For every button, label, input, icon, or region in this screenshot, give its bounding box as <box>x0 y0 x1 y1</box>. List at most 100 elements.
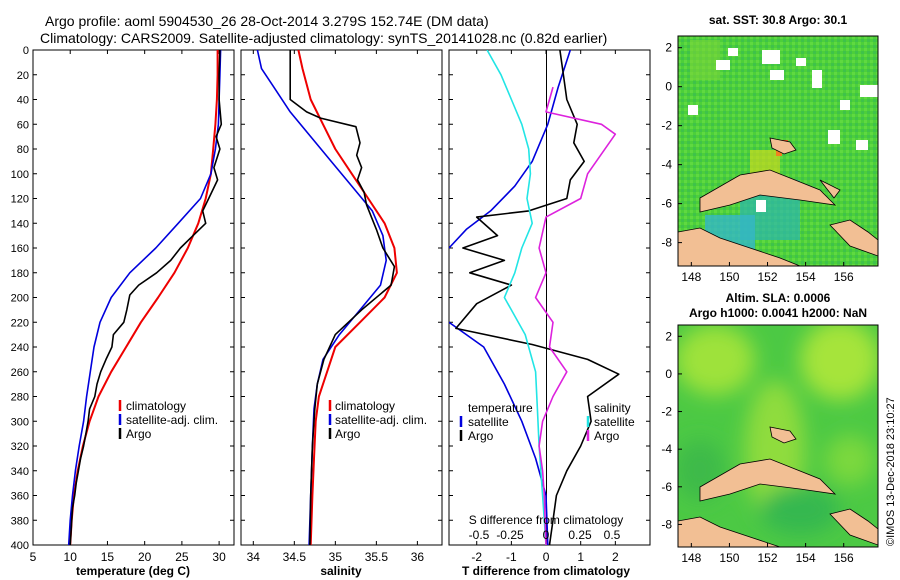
map-lat-label: -2 <box>661 119 672 133</box>
sla-map-axis-ticks: 148 150 152 154 156 2 0 -2 -4 -6 -8 <box>661 329 854 565</box>
depth-tick-label: 160 <box>11 243 29 255</box>
map-lon-label: 150 <box>719 551 739 565</box>
map-lon-label: 148 <box>681 270 701 284</box>
sla-map-title-line1: Altim. SLA: 0.0006 <box>726 291 831 305</box>
map-lat-label: 2 <box>665 329 672 343</box>
x-tick-label: 35 <box>329 550 343 564</box>
legend-label-argo: Argo <box>335 427 361 441</box>
difference-plot-frame <box>448 49 651 546</box>
depth-tick-label: 60 <box>17 119 29 131</box>
salinity-difference-tick-label: 0.5 <box>604 528 621 542</box>
series-line-climatology <box>297 50 398 545</box>
x-tick-label: 34.5 <box>283 550 307 564</box>
map-lon-label: 156 <box>834 270 854 284</box>
x-tick-label: 0 <box>543 550 550 564</box>
difference-series <box>449 50 620 545</box>
legend-title-temperature: temperature <box>468 401 533 415</box>
x-tick-label: 2 <box>612 550 619 564</box>
temperature-series <box>67 50 223 545</box>
map-lon-label: 154 <box>796 551 816 565</box>
series-line-temperature-satellite <box>449 50 572 249</box>
salinity-difference-tick-label: 0.25 <box>568 528 592 542</box>
salinity-axis-ticks: 34 34.5 35 35.5 36 <box>241 49 442 564</box>
temperature-plot-frame <box>32 49 235 546</box>
x-tick-label: -2 <box>471 550 482 564</box>
salinity-difference-tick-label: -0.5 <box>469 528 490 542</box>
depth-tick-label: 200 <box>11 293 29 305</box>
depth-axis-labels: 0 20 40 60 80 100 120 140 160 180 200 220 240 260 280 3… <box>11 45 29 552</box>
legend-label-temp-argo: Argo <box>468 429 494 443</box>
depth-tick-label: 0 <box>23 45 29 57</box>
temperature-legend: climatology satellite-adj. clim. Argo <box>118 399 218 441</box>
sla-map-image <box>678 325 878 547</box>
depth-tick-label: 380 <box>11 515 29 527</box>
depth-tick-label: 260 <box>11 367 29 379</box>
series-line-salinity-satellite <box>486 50 547 545</box>
series-line-temperature-argo <box>455 50 620 545</box>
map-lat-label: 0 <box>665 367 672 381</box>
series-line-argo <box>289 50 396 545</box>
x-tick-label: 34 <box>247 550 261 564</box>
legend-label-satellite: satellite-adj. clim. <box>126 413 218 427</box>
map-lat-label: -6 <box>661 480 672 494</box>
imos-watermark: ©IMOS 13-Dec-2018 23:10:27 <box>885 397 897 546</box>
x-tick-label: 25 <box>175 550 189 564</box>
depth-tick-label: 280 <box>11 392 29 404</box>
map-lat-label: 0 <box>665 80 672 94</box>
salinity-difference-ticks: -0.5 -0.25 0 0.25 0.5 <box>469 528 621 542</box>
depth-tick-label: 20 <box>17 70 29 82</box>
map-lon-label: 148 <box>681 551 701 565</box>
difference-xlabel: T difference from climatology <box>462 564 630 578</box>
x-tick-label: 36 <box>411 550 425 564</box>
difference-axis-ticks: -2 -1 0 1 2 <box>449 49 650 564</box>
figure-title-line2: Climatology: CARS2009. Satellite-adjuste… <box>40 30 607 46</box>
map-lat-label: -8 <box>661 517 672 531</box>
depth-tick-label: 300 <box>11 416 29 428</box>
sst-map-panel: sat. SST: 30.8 Argo: 30.1 <box>661 13 879 284</box>
salinity-difference-axis-title: S difference from climatology <box>469 513 624 527</box>
salinity-series <box>256 50 398 545</box>
x-tick-label: -1 <box>506 550 517 564</box>
salinity-plot-frame <box>240 49 443 546</box>
map-lat-label: -4 <box>661 158 672 172</box>
series-line-temperature-satellite-deep- <box>449 321 549 545</box>
map-lon-label: 152 <box>758 270 778 284</box>
legend-label-argo: Argo <box>126 427 152 441</box>
map-lat-label: -8 <box>661 236 672 250</box>
depth-tick-label: 120 <box>11 194 29 206</box>
depth-tick-label: 80 <box>17 144 29 156</box>
map-lat-label: -2 <box>661 405 672 419</box>
map-lon-label: 150 <box>719 270 739 284</box>
sst-map-image <box>678 36 878 266</box>
legend-label-temp-satellite: satellite <box>468 415 509 429</box>
map-lat-label: -4 <box>661 442 672 456</box>
map-lat-label: -6 <box>661 197 672 211</box>
x-tick-label: 20 <box>138 550 152 564</box>
depth-tick-label: 40 <box>17 95 29 107</box>
x-tick-label: 10 <box>64 550 78 564</box>
depth-tick-label: 400 <box>11 540 29 552</box>
x-tick-label: 5 <box>30 550 37 564</box>
x-tick-label: 1 <box>577 550 584 564</box>
salinity-difference-tick-label: 0 <box>543 528 550 542</box>
sst-map-axis-ticks: 148 150 152 154 156 2 0 -2 -4 -6 -8 <box>661 41 854 284</box>
temperature-panel: 5 10 15 20 25 30 climatology satellite-adj. c… <box>30 49 235 578</box>
depth-tick-label: 320 <box>11 441 29 453</box>
depth-tick-label: 340 <box>11 466 29 478</box>
depth-tick-label: 180 <box>11 268 29 280</box>
sst-map-title: sat. SST: 30.8 Argo: 30.1 <box>709 13 848 27</box>
sla-map-title-line2: Argo h1000: 0.0041 h2000: NaN <box>689 306 867 320</box>
depth-tick-label: 220 <box>11 317 29 329</box>
depth-tick-label: 100 <box>11 169 29 181</box>
legend-label-satellite: satellite-adj. clim. <box>335 413 427 427</box>
map-lon-label: 154 <box>796 270 816 284</box>
depth-tick-label: 140 <box>11 218 29 230</box>
depth-tick-label: 360 <box>11 491 29 503</box>
sla-map-frame <box>677 324 879 548</box>
x-tick-label: 15 <box>101 550 115 564</box>
salinity-difference-tick-label: -0.25 <box>496 528 524 542</box>
salinity-legend: climatology satellite-adj. clim. Argo <box>328 399 427 441</box>
temperature-xlabel: temperature (deg C) <box>76 564 190 578</box>
depth-tick-label: 240 <box>11 342 29 354</box>
